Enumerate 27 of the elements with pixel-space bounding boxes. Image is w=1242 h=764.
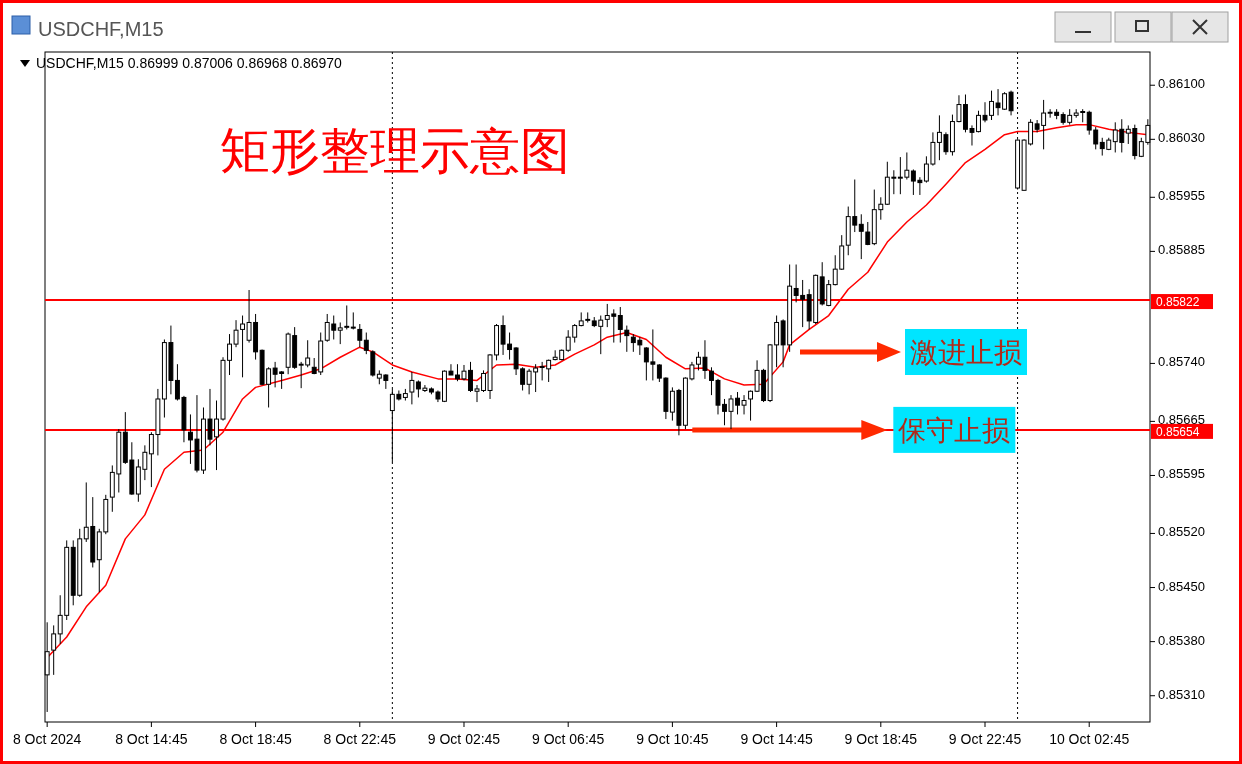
x-tick-label: 8 Oct 14:45 — [115, 731, 188, 747]
text: USDCHF,M15 — [38, 18, 164, 40]
y-tick-label: 0.85595 — [1158, 466, 1205, 482]
x-tick-label: 8 Oct 22:45 — [323, 731, 397, 747]
annotation: 激进止损 — [910, 337, 1022, 368]
y-tick-label: 0.85740 — [1158, 354, 1205, 370]
x-tick-label: 9 Oct 22:45 — [948, 731, 1022, 747]
y-tick-label: 0.85450 — [1158, 578, 1205, 594]
x-tick-label: 10 Oct 02:45 — [1049, 731, 1130, 747]
text: 矩形整理示意图 — [220, 123, 570, 179]
x-tick-label: 9 Oct 02:45 — [427, 731, 501, 747]
y-tick-label: 0.86030 — [1158, 130, 1205, 146]
x-tick-label: 8 Oct 18:45 — [219, 731, 292, 747]
annotation: USDCHF,M15 0.86999 0.87006 0.86968 0.86970 — [36, 55, 343, 71]
y-tick-label: 0.85380 — [1158, 632, 1205, 648]
x-tick-label: 9 Oct 18:45 — [844, 731, 918, 747]
x-tick-label: 9 Oct 14:45 — [740, 731, 813, 747]
ref-line-label: 0.85822 — [1156, 295, 1200, 310]
x-tick-label: 8 Oct 2024 — [12, 731, 82, 747]
y-tick-label: 0.85520 — [1158, 524, 1205, 540]
annotation: 保守止损 — [898, 414, 1011, 446]
y-tick-label: 0.86100 — [1158, 76, 1205, 92]
y-tick-label: 0.85885 — [1158, 242, 1205, 258]
x-tick-label: 9 Oct 10:45 — [636, 731, 709, 747]
x-tick-label: 9 Oct 06:45 — [532, 731, 605, 747]
y-tick-label: 0.85955 — [1158, 188, 1205, 204]
y-tick-label: 0.85310 — [1158, 686, 1205, 702]
